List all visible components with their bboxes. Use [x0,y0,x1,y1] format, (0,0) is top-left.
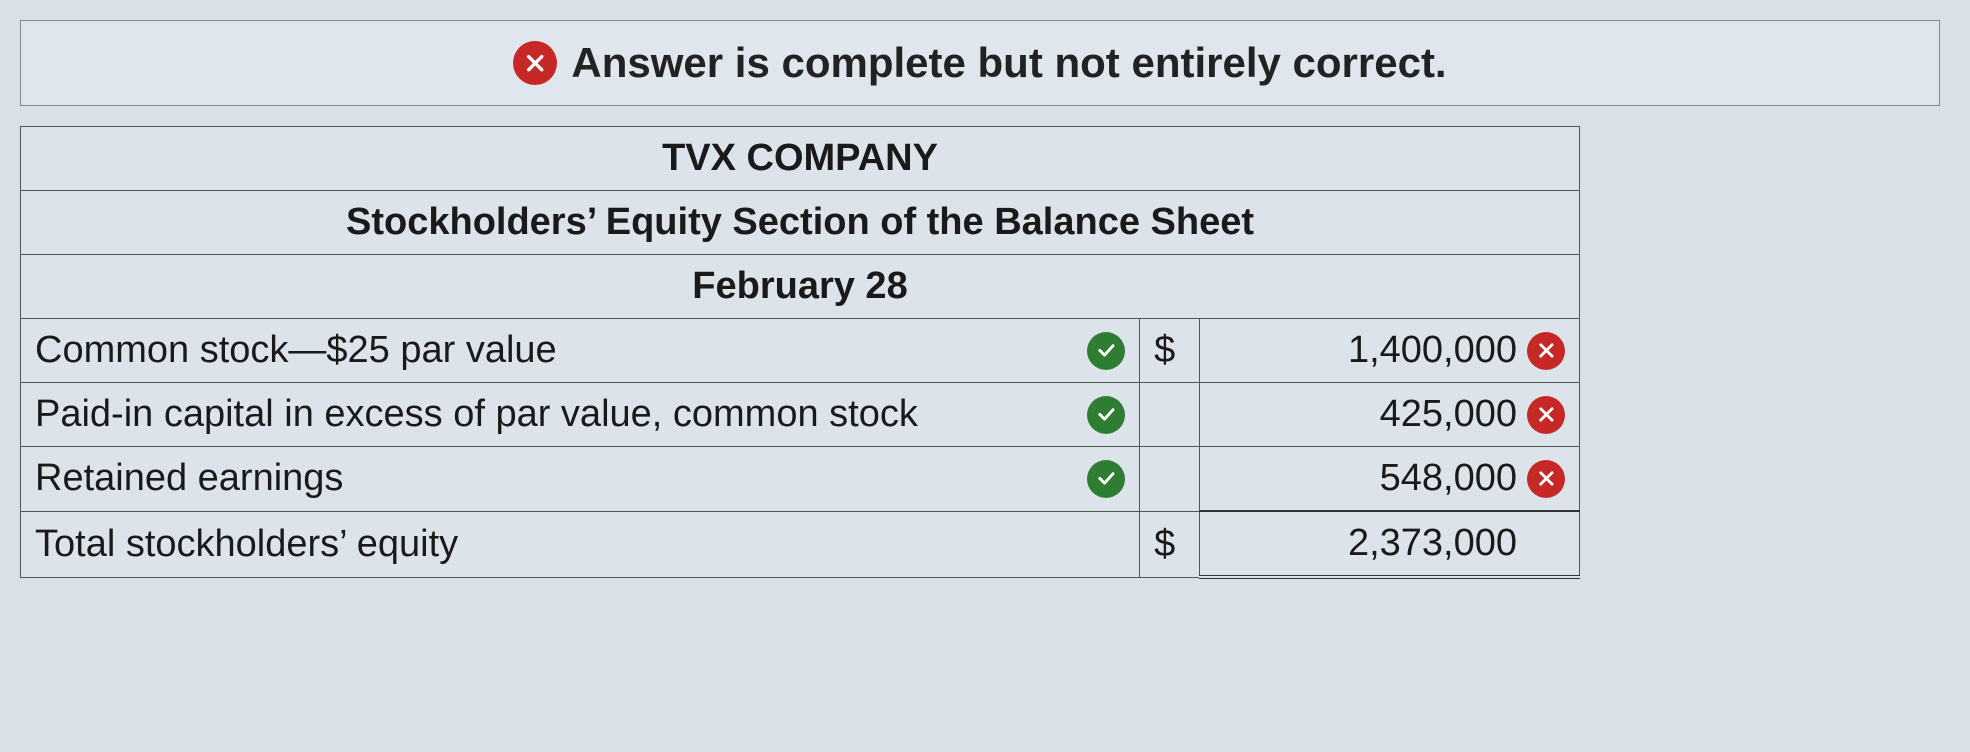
section-title: Stockholders’ Equity Section of the Bala… [21,191,1580,255]
line-item-label: Paid-in capital in excess of par value, … [35,393,918,436]
status-banner: Answer is complete but not entirely corr… [20,20,1940,106]
banner-inner: Answer is complete but not entirely corr… [513,39,1446,87]
total-label: Total stockholders’ equity [35,523,458,566]
table-header-row: February 28 [21,255,1580,319]
line-item-value-cell: 548,000 [1200,447,1580,512]
line-item-value: 425,000 [1287,393,1517,436]
x-circle-icon [513,41,557,85]
company-name: TVX COMPANY [21,127,1580,191]
table-row: Common stock—$25 par value $ 1,400,000 [21,319,1580,383]
page-root: Answer is complete but not entirely corr… [20,20,1940,579]
currency-symbol [1140,447,1200,512]
x-circle-icon [1527,332,1565,370]
line-item-label-cell: Paid-in capital in excess of par value, … [21,383,1140,447]
x-circle-icon [1527,460,1565,498]
icon-placeholder [1527,525,1565,563]
total-value-cell: 2,373,000 [1200,511,1580,577]
banner-text: Answer is complete but not entirely corr… [571,39,1446,87]
total-value: 2,373,000 [1287,522,1517,565]
check-circle-icon [1087,396,1125,434]
line-item-value-cell: 1,400,000 [1200,319,1580,383]
icon-placeholder [1087,525,1125,563]
line-item-value-cell: 425,000 [1200,383,1580,447]
check-circle-icon [1087,332,1125,370]
table-total-row: Total stockholders’ equity $ 2,373,000 [21,511,1580,577]
table-row: Retained earnings 548,000 [21,447,1580,512]
line-item-value: 548,000 [1287,457,1517,500]
currency-symbol: $ [1140,319,1200,383]
total-label-cell: Total stockholders’ equity [21,511,1140,577]
table-header-row: TVX COMPANY [21,127,1580,191]
line-item-label-cell: Retained earnings [21,447,1140,512]
equity-table: TVX COMPANY Stockholders’ Equity Section… [20,126,1580,579]
x-circle-icon [1527,396,1565,434]
check-circle-icon [1087,460,1125,498]
table-header-row: Stockholders’ Equity Section of the Bala… [21,191,1580,255]
date-header: February 28 [21,255,1580,319]
line-item-label: Retained earnings [35,457,343,500]
currency-symbol [1140,383,1200,447]
line-item-label: Common stock—$25 par value [35,329,557,372]
line-item-label-cell: Common stock—$25 par value [21,319,1140,383]
currency-symbol: $ [1140,511,1200,577]
line-item-value: 1,400,000 [1287,329,1517,372]
table-row: Paid-in capital in excess of par value, … [21,383,1580,447]
